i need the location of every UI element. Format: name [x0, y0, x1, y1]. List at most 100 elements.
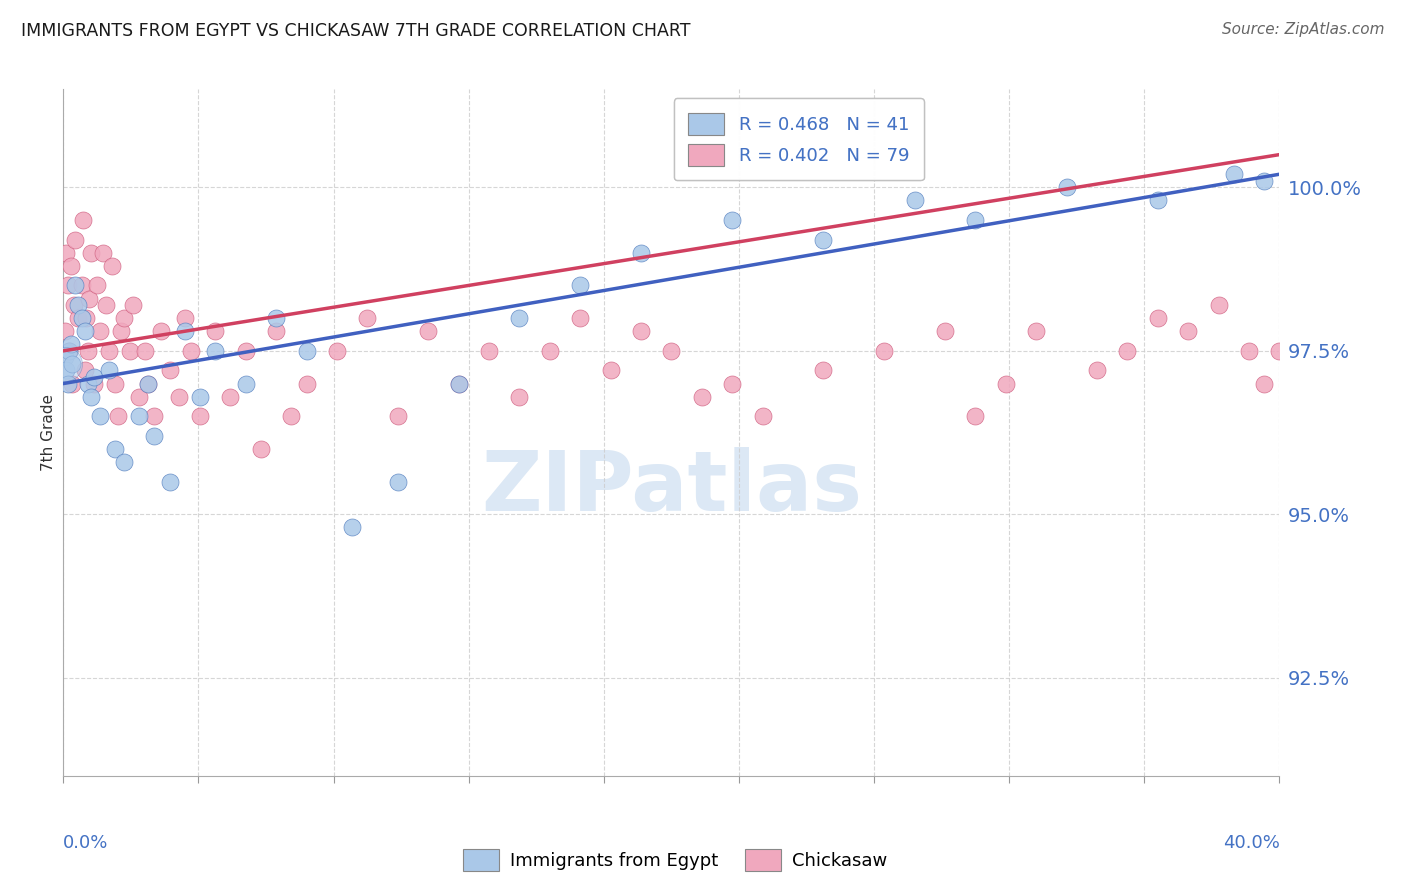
Point [180, 343, 202, 358]
Point [387, 409, 409, 424]
Point [235, 343, 257, 358]
Point [188, 390, 211, 404]
Point [630, 245, 652, 260]
Point [1116, 343, 1139, 358]
Legend: R = 0.468   N = 41, R = 0.402   N = 79: R = 0.468 N = 41, R = 0.402 N = 79 [673, 98, 924, 180]
Point [250, 442, 273, 456]
Point [447, 376, 470, 391]
Point [55, 363, 77, 377]
Point [1147, 311, 1170, 326]
Point [994, 376, 1017, 391]
Point [53, 351, 76, 365]
Point [813, 233, 835, 247]
Point [120, 343, 142, 358]
Point [167, 390, 190, 404]
Point [295, 343, 318, 358]
Point [138, 376, 160, 391]
Point [1085, 363, 1108, 377]
Point [387, 475, 409, 489]
Text: IMMIGRANTS FROM EGYPT VS CHICKASAW 7TH GRADE CORRELATION CHART: IMMIGRANTS FROM EGYPT VS CHICKASAW 7TH G… [21, 22, 690, 40]
Point [873, 343, 896, 358]
Point [107, 409, 129, 424]
Point [83, 370, 105, 384]
Point [690, 390, 713, 404]
Point [1237, 343, 1260, 358]
Point [569, 311, 592, 326]
Point [55, 245, 77, 260]
Y-axis label: 7th Grade: 7th Grade [41, 394, 56, 471]
Point [418, 324, 440, 338]
Point [76, 343, 98, 358]
Point [1223, 167, 1246, 181]
Point [79, 390, 101, 404]
Point [53, 357, 76, 371]
Point [295, 376, 318, 391]
Point [58, 343, 80, 358]
Point [149, 324, 172, 338]
Point [97, 343, 120, 358]
Point [122, 298, 145, 312]
Point [630, 324, 652, 338]
Point [1177, 324, 1199, 338]
Point [264, 324, 287, 338]
Point [128, 390, 150, 404]
Point [340, 520, 363, 534]
Point [89, 324, 111, 338]
Point [569, 278, 592, 293]
Point [65, 278, 87, 293]
Point [75, 311, 97, 326]
Point [70, 278, 93, 293]
Point [1268, 343, 1291, 358]
Point [174, 311, 197, 326]
Point [59, 337, 82, 351]
Point [159, 475, 181, 489]
Point [58, 343, 80, 358]
Point [104, 442, 127, 456]
Point [264, 311, 287, 326]
Point [326, 343, 349, 358]
Point [721, 213, 744, 227]
Point [174, 324, 197, 338]
Text: 40.0%: 40.0% [1223, 834, 1279, 852]
Point [138, 376, 160, 391]
Point [53, 324, 76, 338]
Point [77, 292, 100, 306]
Point [1253, 174, 1275, 188]
Point [934, 324, 956, 338]
Point [721, 376, 744, 391]
Text: ZIPatlas: ZIPatlas [481, 447, 862, 528]
Point [101, 259, 124, 273]
Point [508, 390, 530, 404]
Point [67, 298, 90, 312]
Point [478, 343, 501, 358]
Point [73, 363, 96, 377]
Point [751, 409, 773, 424]
Point [128, 409, 150, 424]
Point [73, 324, 96, 338]
Point [97, 363, 120, 377]
Point [143, 429, 166, 443]
Point [104, 376, 127, 391]
Point [1147, 194, 1170, 208]
Point [1056, 180, 1078, 194]
Text: Source: ZipAtlas.com: Source: ZipAtlas.com [1222, 22, 1385, 37]
Point [112, 455, 135, 469]
Point [661, 343, 683, 358]
Point [79, 245, 101, 260]
Point [76, 376, 98, 391]
Point [599, 363, 621, 377]
Point [235, 376, 257, 391]
Point [1208, 298, 1230, 312]
Point [86, 278, 108, 293]
Point [59, 259, 82, 273]
Point [508, 311, 530, 326]
Point [1025, 324, 1047, 338]
Point [110, 324, 132, 338]
Point [280, 409, 302, 424]
Point [813, 363, 835, 377]
Point [65, 233, 87, 247]
Point [204, 343, 226, 358]
Point [965, 409, 987, 424]
Point [70, 311, 93, 326]
Point [204, 324, 226, 338]
